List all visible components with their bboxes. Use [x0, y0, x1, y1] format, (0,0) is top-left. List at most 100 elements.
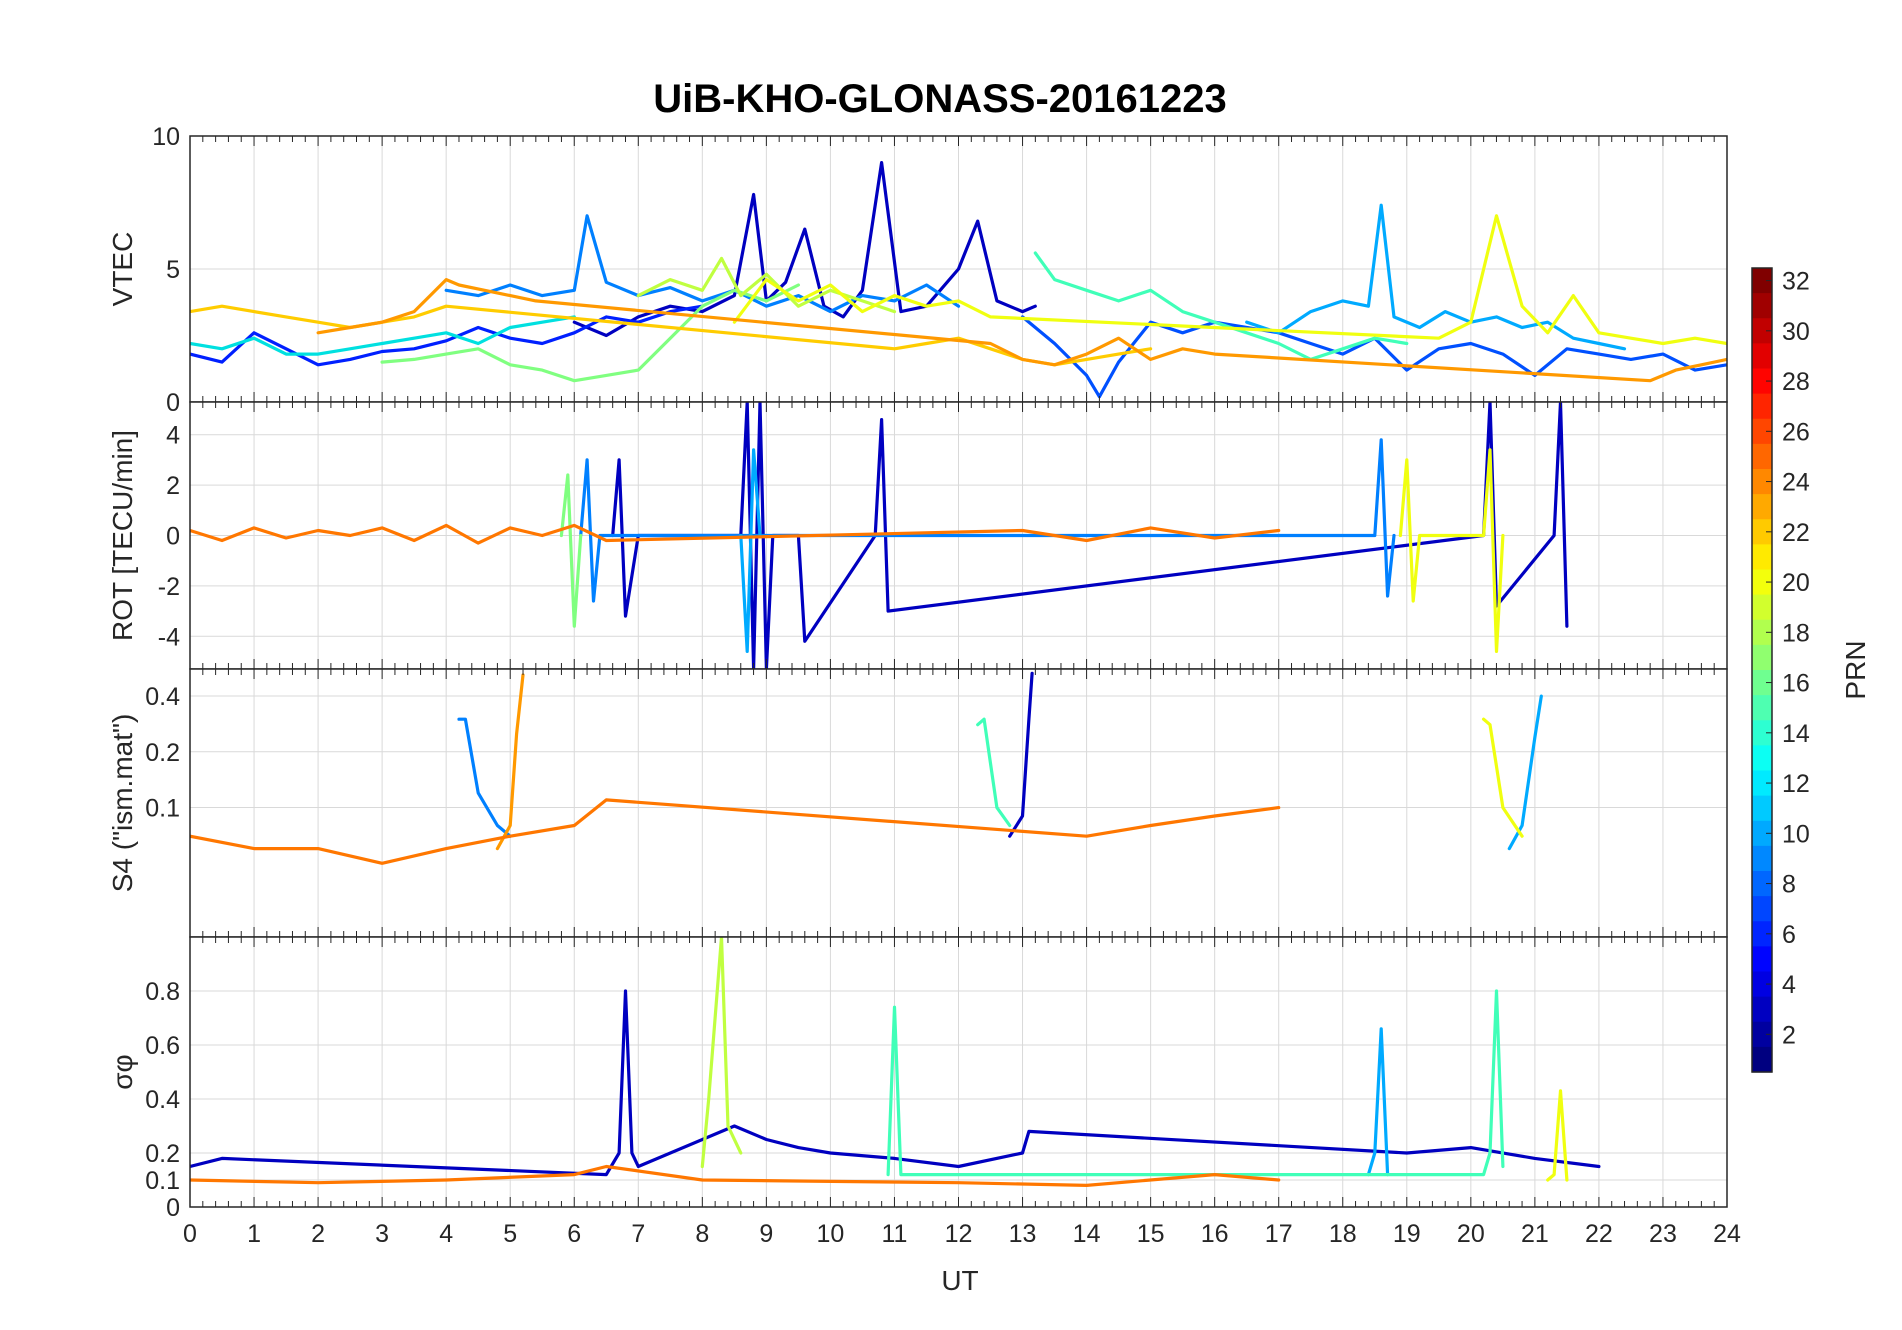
series-prn-14: [976, 717, 1012, 828]
colorbar-step: [1752, 268, 1772, 294]
series-prn-2: [190, 989, 1601, 1177]
colorbar-tick-label: 26: [1782, 418, 1810, 446]
series-prn-6: [1020, 315, 1727, 399]
colorbar-step: [1752, 368, 1772, 395]
series-prn-8: [579, 438, 1396, 603]
colorbar-step: [1752, 795, 1772, 822]
colorbar-tick-label: 18: [1782, 619, 1810, 647]
y-tick-label: -2: [158, 573, 180, 601]
y-tick-label: -4: [158, 623, 180, 651]
colorbar-step: [1752, 670, 1772, 696]
colorbar-tick-label: 30: [1782, 318, 1810, 346]
series-prn-20: [1398, 448, 1505, 654]
y-tick-label: 5: [166, 256, 180, 284]
series-prn-2: [1008, 671, 1034, 838]
colorbar-step: [1752, 644, 1772, 671]
colorbar-tick-label: 20: [1782, 569, 1810, 597]
y-tick-label: 0.4: [145, 1086, 180, 1114]
colorbar-step: [1752, 845, 1772, 872]
colorbar-step: [1752, 469, 1772, 495]
y-axis-label: S4 ("ism.mat"): [107, 714, 138, 893]
series-prn-10: [1366, 1027, 1390, 1177]
x-tick-label: 11: [881, 1220, 907, 1248]
x-tick-label: 21: [1521, 1220, 1549, 1248]
series-prn-16: [559, 473, 583, 628]
colorbar-step: [1752, 946, 1772, 973]
colorbar-step: [1752, 343, 1772, 370]
y-tick-label: 0: [166, 1194, 180, 1222]
panel-vtec: 0 5 10 VTEC: [107, 123, 1728, 417]
x-tick-label: 12: [945, 1220, 973, 1248]
colorbar-frame: [1751, 267, 1773, 1073]
series-prn-2: [572, 161, 1037, 338]
x-tick-label: 22: [1585, 1220, 1613, 1248]
colorbar-step: [1752, 695, 1772, 721]
colorbar-step: [1752, 318, 1772, 344]
colorbar-tick-label: 24: [1782, 469, 1810, 497]
x-tick-label: 9: [759, 1220, 773, 1248]
x-axis-label: UT: [941, 1265, 978, 1296]
x-tick-label: 14: [1073, 1220, 1101, 1248]
y-axis-label: σφ: [107, 1054, 138, 1089]
series-prn-10: [1507, 694, 1543, 851]
y-tick-label: 0: [166, 523, 180, 551]
colorbar-step: [1752, 619, 1772, 646]
chart-title: UiB-KHO-GLONASS-20161223: [653, 77, 1227, 121]
series-prn-24: [190, 1164, 1281, 1188]
series-prn-8: [444, 214, 961, 314]
colorbar-tick-label: 22: [1782, 519, 1810, 547]
colorbar-tick-label: 8: [1782, 871, 1796, 899]
y-tick-label: 0.4: [145, 683, 180, 711]
x-tick-label: 6: [567, 1220, 581, 1248]
colorbar-step: [1752, 443, 1772, 470]
series-prn-14: [886, 989, 1505, 1177]
colorbar-tick-label: 28: [1782, 368, 1810, 396]
colorbar-step: [1752, 418, 1772, 445]
y-tick-label: 0.2: [145, 1140, 180, 1168]
colorbar-step: [1752, 896, 1772, 922]
series-prn-12: [190, 315, 576, 356]
y-axis-label: ROT [TECU/min]: [107, 430, 138, 641]
colorbar-step: [1752, 494, 1772, 520]
x-axis: 0 1 2 3 4 5 6 7 8 9 10 11 12 13 14 15 16 17 18 19 20 21 22 23 24: [183, 1220, 1741, 1248]
colorbar-step: [1752, 569, 1772, 596]
colorbar-step: [1752, 594, 1772, 621]
y-tick-label: 0.1: [145, 795, 180, 823]
x-tick-label: 4: [439, 1220, 453, 1248]
y-tick-label: 2: [166, 472, 180, 500]
colorbar-label: PRN: [1840, 640, 1871, 699]
series-prn-20: [732, 214, 1727, 346]
colorbar-step: [1752, 1046, 1772, 1073]
x-tick-label: 24: [1713, 1220, 1741, 1248]
colorbar-tick-label: 6: [1782, 921, 1796, 949]
colorbar-step: [1752, 921, 1772, 947]
series-group: [190, 937, 1601, 1188]
colorbar-tick-label: 16: [1782, 670, 1810, 698]
colorbar-step: [1752, 745, 1772, 772]
colorbar-step: [1752, 871, 1772, 897]
x-tick-label: 0: [183, 1220, 197, 1248]
series-prn-24: [190, 798, 1281, 865]
x-tick-label: 16: [1201, 1220, 1229, 1248]
series-prn-8: [457, 717, 512, 838]
x-tick-label: 23: [1649, 1220, 1677, 1248]
panel-rot: -4 -2 0 2 4 ROT [TECU/min]: [107, 401, 1728, 670]
series-prn-10: [1245, 203, 1627, 351]
panel-s4: 0.1 0.2 0.4S4 ("ism.mat"): [107, 668, 1728, 938]
x-tick-label: 13: [1009, 1220, 1037, 1248]
panel-sigma_phi: 00.10.2 0.4 0.6 0.8 σφ: [107, 936, 1728, 1222]
x-tick-label: 3: [375, 1220, 389, 1248]
series-group: [190, 671, 1543, 865]
colorbar-tick-label: 14: [1782, 720, 1810, 748]
series-prn-18: [636, 256, 897, 314]
colorbar-tick-label: 32: [1782, 268, 1810, 296]
x-tick-label: 7: [631, 1220, 645, 1248]
x-tick-label: 1: [247, 1220, 261, 1248]
colorbar-step: [1752, 996, 1772, 1023]
x-tick-label: 19: [1393, 1220, 1421, 1248]
colorbar-tick-label: 2: [1782, 1021, 1796, 1049]
x-tick-label: 5: [503, 1220, 517, 1248]
